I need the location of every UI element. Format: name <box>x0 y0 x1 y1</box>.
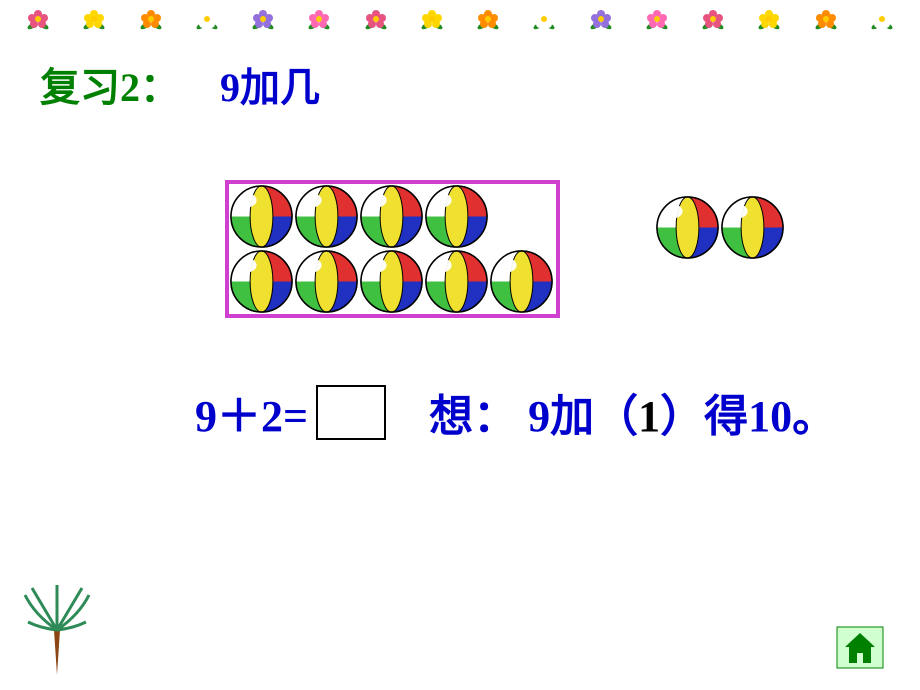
beach-ball-icon <box>229 184 294 249</box>
flower-icon <box>755 6 783 34</box>
home-icon <box>835 625 885 670</box>
beach-ball-icon <box>359 249 424 314</box>
flower-icon <box>305 6 333 34</box>
flower-icon <box>699 6 727 34</box>
flower-icon <box>643 6 671 34</box>
beach-ball-icon <box>424 184 489 249</box>
extra-balls <box>655 195 785 260</box>
think-label: 想： <box>429 392 517 441</box>
beach-ball-icon <box>229 249 294 314</box>
flower-icon <box>418 6 446 34</box>
equation-left: 9＋2= <box>195 380 308 444</box>
ball-row <box>229 184 556 249</box>
beach-ball-icon <box>359 184 424 249</box>
beach-ball-icon <box>655 195 720 260</box>
think-answer: 1 <box>638 392 660 441</box>
think-after: ）得10。 <box>660 392 836 441</box>
flower-icon <box>474 6 502 34</box>
equation-line: 9＋2= 想： 9加（1）得10。 <box>195 380 836 444</box>
think-before: 9加（ <box>528 392 638 441</box>
flower-icon <box>530 6 558 34</box>
flower-icon <box>587 6 615 34</box>
flower-icon <box>137 6 165 34</box>
flower-icon <box>24 6 52 34</box>
home-button[interactable] <box>835 625 885 670</box>
beach-ball-icon <box>424 249 489 314</box>
flower-icon <box>362 6 390 34</box>
title-prefix: 复习2： <box>40 65 180 110</box>
beach-ball-icon <box>489 249 554 314</box>
beach-ball-icon <box>294 249 359 314</box>
flower-icon <box>249 6 277 34</box>
flower-icon <box>812 6 840 34</box>
beach-ball-icon <box>294 184 359 249</box>
flower-icon <box>193 6 221 34</box>
flower-border-top <box>0 0 920 40</box>
flower-icon <box>868 6 896 34</box>
palm-tree-icon <box>20 580 95 675</box>
flower-icon <box>80 6 108 34</box>
page-title: 复习2： 9加几 <box>40 55 320 113</box>
answer-box <box>316 385 386 440</box>
beach-ball-icon <box>720 195 785 260</box>
title-main: 9加几 <box>220 65 320 110</box>
think-text: 想： 9加（1）得10。 <box>429 380 836 444</box>
ball-row <box>229 249 556 314</box>
ball-frame <box>225 180 560 318</box>
